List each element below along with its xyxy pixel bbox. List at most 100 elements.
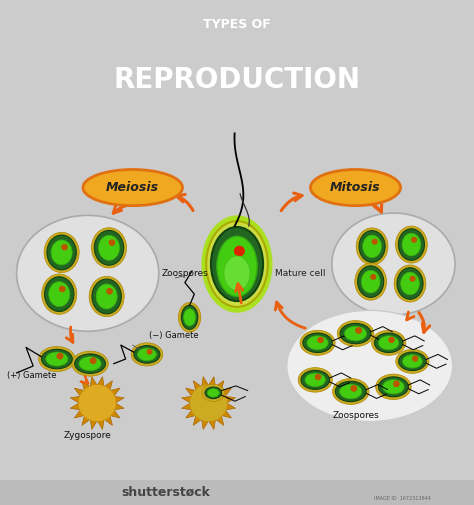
Ellipse shape [298,368,332,392]
Ellipse shape [359,231,385,262]
Ellipse shape [379,377,409,397]
Ellipse shape [42,274,77,314]
Circle shape [410,276,415,281]
Ellipse shape [374,333,403,352]
Circle shape [190,312,193,315]
Ellipse shape [397,268,423,299]
Polygon shape [104,381,112,390]
Text: Mitosis: Mitosis [330,181,381,194]
Ellipse shape [307,336,328,350]
Ellipse shape [94,230,124,265]
Ellipse shape [207,389,219,397]
Ellipse shape [45,277,74,312]
Ellipse shape [401,272,419,295]
Polygon shape [90,419,97,429]
Ellipse shape [396,226,428,263]
Ellipse shape [206,221,268,307]
Circle shape [394,381,399,386]
Ellipse shape [46,352,68,366]
Circle shape [412,237,416,242]
Polygon shape [186,388,196,396]
Ellipse shape [92,279,121,314]
Polygon shape [104,416,112,425]
Text: Meiosis: Meiosis [106,181,159,194]
Circle shape [191,385,227,421]
Polygon shape [70,396,81,403]
Polygon shape [225,396,236,403]
Text: (+) Gamete: (+) Gamete [7,371,56,380]
Ellipse shape [72,351,108,376]
Ellipse shape [300,330,335,356]
Polygon shape [225,403,236,410]
Text: IMAGE ID  1672313644: IMAGE ID 1672313644 [374,495,431,500]
Polygon shape [193,416,201,425]
Circle shape [351,386,356,391]
Text: Zygospore: Zygospore [64,431,111,440]
Ellipse shape [17,215,159,331]
Polygon shape [110,388,120,396]
Ellipse shape [205,387,221,398]
Ellipse shape [361,270,380,293]
Ellipse shape [287,311,453,422]
Ellipse shape [44,232,79,273]
Ellipse shape [202,384,225,401]
Polygon shape [74,388,84,396]
Ellipse shape [399,229,425,260]
Text: Zoospores: Zoospores [161,269,208,278]
Circle shape [60,286,65,291]
Ellipse shape [83,170,182,206]
Ellipse shape [356,228,388,265]
Polygon shape [110,410,120,418]
Ellipse shape [79,357,101,371]
Polygon shape [193,381,201,390]
Circle shape [371,275,375,279]
Ellipse shape [383,380,404,394]
Polygon shape [114,403,124,410]
Ellipse shape [340,384,362,399]
Circle shape [413,356,418,361]
Ellipse shape [224,256,250,291]
Text: REPRODUCTION: REPRODUCTION [113,66,361,94]
Ellipse shape [396,349,429,373]
Ellipse shape [310,170,401,206]
Ellipse shape [99,235,119,260]
Ellipse shape [49,282,70,307]
Ellipse shape [131,343,163,366]
Circle shape [79,385,115,421]
Ellipse shape [91,228,127,268]
Circle shape [213,390,217,392]
Circle shape [316,375,320,380]
Ellipse shape [303,333,332,352]
Polygon shape [70,403,81,410]
Ellipse shape [378,336,399,350]
Polygon shape [209,419,216,429]
Ellipse shape [363,235,382,258]
Ellipse shape [336,381,366,401]
Polygon shape [114,396,124,403]
Ellipse shape [333,378,369,405]
Polygon shape [97,419,104,429]
Circle shape [389,337,394,342]
Polygon shape [216,416,224,425]
Ellipse shape [75,354,106,373]
Ellipse shape [301,370,329,389]
Ellipse shape [337,321,374,346]
Ellipse shape [402,233,421,256]
Ellipse shape [182,305,198,329]
Ellipse shape [355,263,387,300]
Ellipse shape [372,330,406,356]
Ellipse shape [89,276,124,317]
Polygon shape [82,381,90,390]
Polygon shape [209,377,216,387]
Circle shape [318,337,323,342]
Ellipse shape [178,302,201,332]
Ellipse shape [51,240,72,265]
Text: Zoospores: Zoospores [332,411,379,420]
Ellipse shape [217,236,257,296]
Circle shape [57,354,63,359]
Ellipse shape [399,352,426,371]
Circle shape [235,246,244,256]
Ellipse shape [340,323,371,344]
Polygon shape [201,419,209,429]
Ellipse shape [201,215,273,313]
